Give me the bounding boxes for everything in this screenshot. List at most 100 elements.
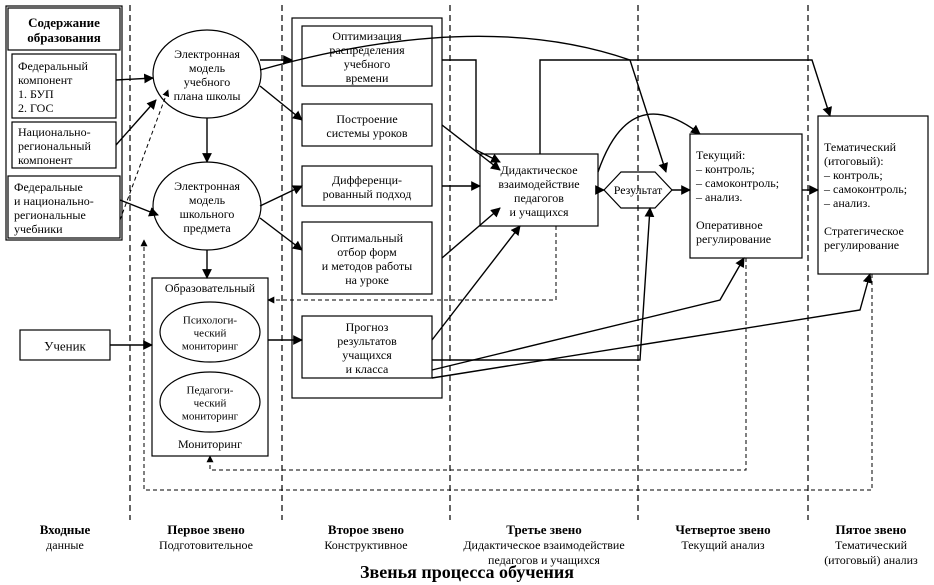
svg-text:Подготовительное: Подготовительное <box>159 538 253 552</box>
svg-text:Оперативное: Оперативное <box>696 218 763 232</box>
node-mon_top: Образовательный <box>165 281 256 295</box>
svg-text:взаимодействие: взаимодействие <box>498 177 579 191</box>
svg-text:Текущий анализ: Текущий анализ <box>681 538 765 552</box>
svg-text:компонент: компонент <box>18 73 73 87</box>
edge-22 <box>540 60 830 154</box>
svg-text:плана школы: плана школы <box>174 89 241 103</box>
svg-text:и класса: и класса <box>346 362 389 376</box>
edge-9 <box>260 186 302 206</box>
node-zv4: Текущий:– контроль;– самоконтроль;– анал… <box>690 134 802 258</box>
svg-text:системы уроков: системы уроков <box>326 126 408 140</box>
node-build_sys: Построениесистемы уроков <box>302 104 432 146</box>
node-opt_forms: Оптимальныйотбор форми методов работына … <box>302 222 432 294</box>
edge-8 <box>260 86 302 120</box>
svg-text:Оптимальный: Оптимальный <box>331 231 404 245</box>
svg-text:Конструктивное: Конструктивное <box>324 538 407 552</box>
svg-text:– контроль;: – контроль; <box>695 162 755 176</box>
svg-text:Пятое звено: Пятое звено <box>836 522 907 537</box>
svg-text:учебники: учебники <box>14 222 63 236</box>
svg-text:Второе звено: Второе звено <box>328 522 404 537</box>
node-e_plan: Электроннаямодельучебногоплана школы <box>153 30 261 118</box>
node-fed: Федеральныйкомпонент1. БУП2. ГОС <box>12 54 116 118</box>
node-didact: Дидактическоевзаимодействиепедагогови уч… <box>480 154 598 226</box>
node-e_psy: Психологи-ческиймониторинг <box>160 302 260 362</box>
svg-text:Электронная: Электронная <box>174 179 240 193</box>
edge-25 <box>432 274 870 378</box>
svg-text:Мониторинг: Мониторинг <box>178 437 242 451</box>
svg-text:Ученик: Ученик <box>44 339 86 354</box>
svg-text:Построение: Построение <box>336 112 397 126</box>
node-header_cont: Содержаниеобразования <box>8 8 120 50</box>
svg-text:ческий: ческий <box>194 328 227 340</box>
edge-13 <box>442 125 500 170</box>
svg-text:времени: времени <box>346 71 389 85</box>
node-forecast: Прогнозрезультатовучащихсяи класса <box>302 316 432 378</box>
svg-text:Дидактическое: Дидактическое <box>500 163 577 177</box>
edge-15 <box>442 208 500 258</box>
svg-text:и учащихся: и учащихся <box>510 205 569 219</box>
svg-text:Третье звено: Третье звено <box>506 522 581 537</box>
svg-text:учебного: учебного <box>344 57 391 71</box>
svg-text:школьного: школьного <box>180 207 235 221</box>
svg-text:рованный подход: рованный подход <box>323 187 412 201</box>
svg-text:и методов работы: и методов работы <box>322 259 412 273</box>
column-label: Входныеданные <box>40 522 91 552</box>
svg-text:образования: образования <box>27 30 101 45</box>
node-zv5: Тематический(итоговый):– контроль;– само… <box>818 116 928 274</box>
svg-text:Тематический: Тематический <box>824 140 897 154</box>
svg-text:модель: модель <box>189 193 226 207</box>
node-e_ped: Педагоги-ческиймониторинг <box>160 372 260 432</box>
svg-text:регулирование: регулирование <box>824 238 899 252</box>
svg-text:Электронная: Электронная <box>174 47 240 61</box>
svg-text:учебного: учебного <box>184 75 231 89</box>
svg-text:2. ГОС: 2. ГОС <box>18 101 53 115</box>
edge-2 <box>120 200 158 215</box>
svg-text:Психологи-: Психологи- <box>183 315 238 327</box>
svg-text:Дифференци-: Дифференци- <box>332 173 402 187</box>
svg-text:распределения: распределения <box>329 43 405 57</box>
svg-text:Прогноз: Прогноз <box>346 320 389 334</box>
svg-text:(итоговый) анализ: (итоговый) анализ <box>824 553 918 567</box>
svg-text:Результат: Результат <box>614 183 663 197</box>
svg-text:мониторинг: мониторинг <box>182 411 239 423</box>
svg-text:педагогов: педагогов <box>514 191 564 205</box>
edge-21 <box>598 114 700 172</box>
svg-text:отбор форм: отбор форм <box>337 245 397 259</box>
svg-text:результатов: результатов <box>337 334 397 348</box>
svg-text:– самоконтроль;: – самоконтроль; <box>823 182 907 196</box>
svg-text:– анализ.: – анализ. <box>823 196 870 210</box>
svg-text:Содержание: Содержание <box>28 15 100 30</box>
edge-16 <box>432 226 520 340</box>
svg-text:– контроль;: – контроль; <box>823 168 883 182</box>
svg-text:– анализ.: – анализ. <box>695 190 742 204</box>
svg-text:данные: данные <box>46 538 84 552</box>
svg-text:Педагоги-: Педагоги- <box>187 385 234 397</box>
node-opt_time: Оптимизацияраспределенияучебноговремени <box>302 26 432 86</box>
svg-text:модель: модель <box>189 61 226 75</box>
node-e_subj: Электроннаямодельшкольногопредмета <box>153 162 261 250</box>
svg-text:регулирование: регулирование <box>696 232 771 246</box>
node-mon_box <box>152 278 268 456</box>
svg-text:– самоконтроль;: – самоконтроль; <box>695 176 779 190</box>
svg-text:мониторинг: мониторинг <box>182 341 239 353</box>
svg-text:Тематический: Тематический <box>835 538 908 552</box>
svg-text:предмета: предмета <box>183 221 231 235</box>
svg-text:Образовательный: Образовательный <box>165 281 256 295</box>
svg-text:и национально-: и национально- <box>14 194 94 208</box>
column-label: Четвертое звеноТекущий анализ <box>675 522 770 552</box>
edge-26 <box>210 258 746 470</box>
svg-text:компонент: компонент <box>18 153 73 167</box>
svg-text:на уроке: на уроке <box>345 273 389 287</box>
svg-text:(итоговый):: (итоговый): <box>824 154 884 168</box>
svg-text:Четвертое звено: Четвертое звено <box>675 522 770 537</box>
svg-text:Дидактическое взаимодействие: Дидактическое взаимодействие <box>463 538 624 552</box>
column-label: Второе звеноКонструктивное <box>324 522 407 552</box>
svg-text:Национально-: Национально- <box>18 125 91 139</box>
column-label: Первое звеноПодготовительное <box>159 522 253 552</box>
svg-text:Входные: Входные <box>40 522 91 537</box>
edge-3 <box>120 90 168 220</box>
node-mon_bot: Мониторинг <box>178 437 242 451</box>
svg-text:Федеральный: Федеральный <box>18 59 88 73</box>
node-nat: Национально-региональныйкомпонент <box>12 122 116 168</box>
node-ucheb: Федеральныеи национально-региональныеуче… <box>8 176 120 238</box>
